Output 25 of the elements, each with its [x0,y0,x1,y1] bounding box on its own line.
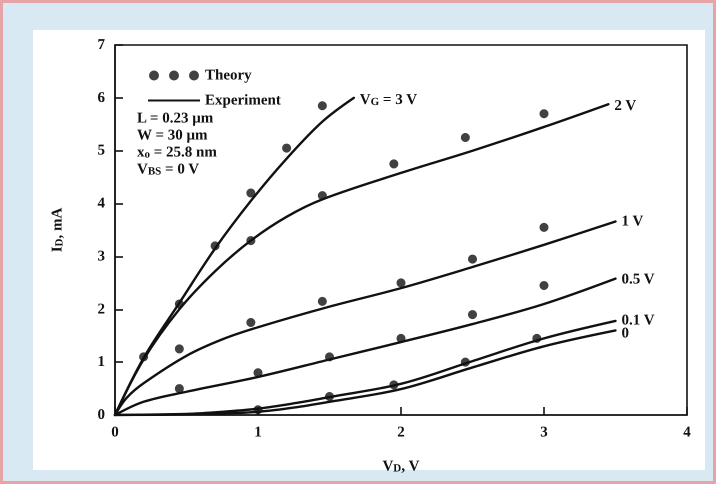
x-tick-label: 3 [540,424,548,440]
y-tick-label: 0 [98,407,105,423]
y-tick-label: 2 [98,301,105,318]
annotation: 0.5 V [622,272,655,288]
y-tick-label: 7 [98,37,106,53]
annotation: L = 0.23 μm [137,110,214,126]
y-tick-label: 1 [98,354,105,370]
legend-label: Experiment [205,92,281,108]
annotation: xo = 25.8 nm [137,144,218,160]
x-tick-label: 0 [111,424,119,440]
annotation: W = 30 μm [137,128,208,144]
annotation: 1 V [622,213,644,230]
y-tick-label: 5 [98,142,105,159]
x-tick-label: 2 [397,424,405,440]
annotation: VBS = 0 V [137,162,200,178]
x-tick-label: 4 [683,424,692,440]
annotation: 2 V [614,98,636,114]
y-axis-title: ID, mA [50,208,66,252]
legend-label: Theory [205,68,252,84]
x-axis-title: VD, V [382,458,420,474]
y-tick-label: 4 [98,196,106,212]
y-tick-label: 6 [98,90,106,106]
annotation: VG = 3 V [360,92,418,108]
y-tick-label: 3 [98,248,105,264]
x-tick-label: 1 [254,424,262,440]
